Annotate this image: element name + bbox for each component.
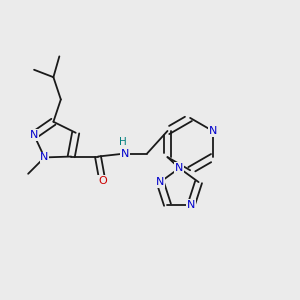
Text: N: N — [187, 200, 195, 210]
Text: H: H — [119, 137, 127, 147]
Text: N: N — [208, 126, 217, 136]
Text: N: N — [30, 130, 38, 140]
Text: N: N — [121, 148, 129, 159]
Text: O: O — [98, 176, 107, 186]
Text: N: N — [40, 152, 49, 162]
Text: N: N — [156, 177, 164, 187]
Text: N: N — [175, 163, 184, 173]
